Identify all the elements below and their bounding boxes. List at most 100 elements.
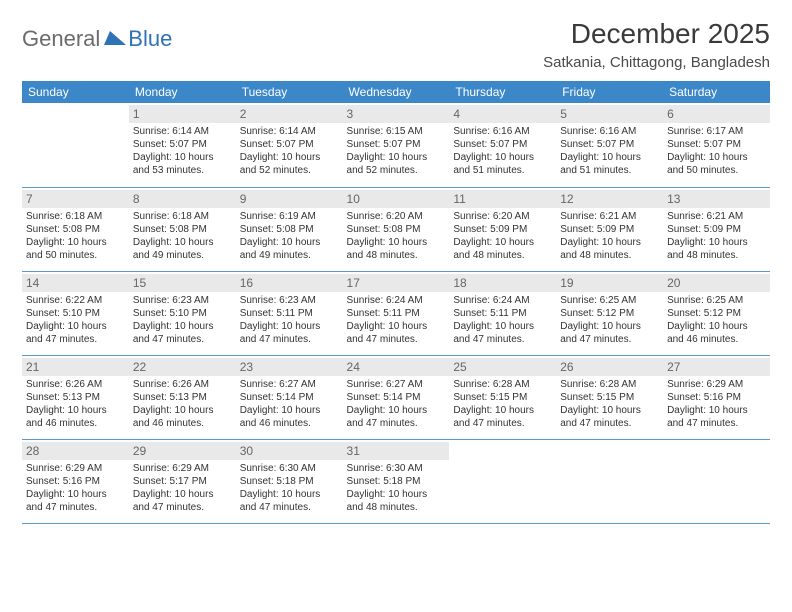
day-number: 23 [236, 358, 343, 376]
sunrise-text: Sunrise: 6:21 AM [667, 210, 766, 223]
calendar-cell: 30Sunrise: 6:30 AMSunset: 5:18 PMDayligh… [236, 439, 343, 523]
daylight-text: Daylight: 10 hours and 47 minutes. [560, 320, 659, 346]
daylight-text: Daylight: 10 hours and 47 minutes. [667, 404, 766, 430]
day-info: Sunrise: 6:30 AMSunset: 5:18 PMDaylight:… [240, 462, 339, 514]
sunset-text: Sunset: 5:15 PM [560, 391, 659, 404]
sunrise-text: Sunrise: 6:19 AM [240, 210, 339, 223]
day-info: Sunrise: 6:25 AMSunset: 5:12 PMDaylight:… [560, 294, 659, 346]
calendar-cell: 27Sunrise: 6:29 AMSunset: 5:16 PMDayligh… [663, 355, 770, 439]
sunset-text: Sunset: 5:09 PM [560, 223, 659, 236]
col-wednesday: Wednesday [343, 81, 450, 103]
day-number: 2 [236, 105, 343, 123]
day-info: Sunrise: 6:17 AMSunset: 5:07 PMDaylight:… [667, 125, 766, 177]
sunrise-text: Sunrise: 6:28 AM [560, 378, 659, 391]
day-number: 4 [449, 105, 556, 123]
sunrise-text: Sunrise: 6:29 AM [667, 378, 766, 391]
col-tuesday: Tuesday [236, 81, 343, 103]
calendar-cell: 13Sunrise: 6:21 AMSunset: 5:09 PMDayligh… [663, 187, 770, 271]
day-number: 25 [449, 358, 556, 376]
sunset-text: Sunset: 5:12 PM [560, 307, 659, 320]
sunset-text: Sunset: 5:08 PM [26, 223, 125, 236]
sunrise-text: Sunrise: 6:20 AM [453, 210, 552, 223]
sunset-text: Sunset: 5:16 PM [667, 391, 766, 404]
calendar-cell: 18Sunrise: 6:24 AMSunset: 5:11 PMDayligh… [449, 271, 556, 355]
calendar-cell: 20 Sunrise: 6:25 AMSunset: 5:12 PMDayligh… [663, 271, 770, 355]
daylight-text: Daylight: 10 hours and 50 minutes. [26, 236, 125, 262]
sunrise-text: Sunrise: 6:30 AM [240, 462, 339, 475]
calendar-cell: 23Sunrise: 6:27 AMSunset: 5:14 PMDayligh… [236, 355, 343, 439]
calendar-cell: 28Sunrise: 6:29 AMSunset: 5:16 PMDayligh… [22, 439, 129, 523]
day-number: 3 [343, 105, 450, 123]
calendar-cell: 22Sunrise: 6:26 AMSunset: 5:13 PMDayligh… [129, 355, 236, 439]
calendar-week-row: 21Sunrise: 6:26 AMSunset: 5:13 PMDayligh… [22, 355, 770, 439]
sunset-text: Sunset: 5:14 PM [240, 391, 339, 404]
calendar-cell [22, 103, 129, 187]
daylight-text: Daylight: 10 hours and 47 minutes. [453, 320, 552, 346]
day-info: Sunrise: 6:19 AMSunset: 5:08 PMDaylight:… [240, 210, 339, 262]
daylight-text: Daylight: 10 hours and 52 minutes. [347, 151, 446, 177]
day-info: Sunrise: 6:30 AMSunset: 5:18 PMDaylight:… [347, 462, 446, 514]
day-info: Sunrise: 6:20 AMSunset: 5:09 PMDaylight:… [453, 210, 552, 262]
sunrise-text: Sunrise: 6:25 AM [560, 294, 659, 307]
calendar-cell: 31Sunrise: 6:30 AMSunset: 5:18 PMDayligh… [343, 439, 450, 523]
sunset-text: Sunset: 5:08 PM [133, 223, 232, 236]
day-number: 17 [343, 274, 450, 292]
day-info: Sunrise: 6:22 AMSunset: 5:10 PMDaylight:… [26, 294, 125, 346]
page-header: General Blue December 2025 Satkania, Chi… [22, 18, 770, 71]
sunrise-text: Sunrise: 6:23 AM [133, 294, 232, 307]
day-info: Sunrise: 6:16 AMSunset: 5:07 PMDaylight:… [560, 125, 659, 177]
day-number: 24 [343, 358, 450, 376]
calendar-cell: 12Sunrise: 6:21 AMSunset: 5:09 PMDayligh… [556, 187, 663, 271]
daylight-text: Daylight: 10 hours and 49 minutes. [133, 236, 232, 262]
day-number: 5 [556, 105, 663, 123]
daylight-text: Daylight: 10 hours and 46 minutes. [667, 320, 766, 346]
day-info: Sunrise: 6:24 AMSunset: 5:11 PMDaylight:… [453, 294, 552, 346]
title-block: December 2025 Satkania, Chittagong, Bang… [543, 18, 770, 71]
day-info: Sunrise: 6:21 AMSunset: 5:09 PMDaylight:… [667, 210, 766, 262]
calendar-cell: 4Sunrise: 6:16 AMSunset: 5:07 PMDaylight… [449, 103, 556, 187]
day-number: 19 [556, 274, 663, 292]
day-info: Sunrise: 6:23 AMSunset: 5:10 PMDaylight:… [133, 294, 232, 346]
sunset-text: Sunset: 5:09 PM [453, 223, 552, 236]
sunset-text: Sunset: 5:18 PM [347, 475, 446, 488]
sunrise-text: Sunrise: 6:20 AM [347, 210, 446, 223]
brand-logo: General Blue [22, 18, 172, 52]
sunrise-text: Sunrise: 6:25 AM [667, 294, 766, 307]
day-info: Sunrise: 6:25 AMSunset: 5:12 PMDaylight:… [667, 294, 766, 346]
day-number: 10 [343, 190, 450, 208]
sunrise-text: Sunrise: 6:21 AM [560, 210, 659, 223]
day-info: Sunrise: 6:20 AMSunset: 5:08 PMDaylight:… [347, 210, 446, 262]
sunrise-text: Sunrise: 6:24 AM [347, 294, 446, 307]
calendar-cell: 24Sunrise: 6:27 AMSunset: 5:14 PMDayligh… [343, 355, 450, 439]
sunset-text: Sunset: 5:07 PM [347, 138, 446, 151]
calendar-table: Sunday Monday Tuesday Wednesday Thursday… [22, 81, 770, 524]
sunset-text: Sunset: 5:12 PM [667, 307, 766, 320]
sunset-text: Sunset: 5:08 PM [240, 223, 339, 236]
calendar-cell: 17 Sunrise: 6:24 AMSunset: 5:11 PMDayligh… [343, 271, 450, 355]
day-number: 20 [663, 274, 770, 292]
day-info: Sunrise: 6:29 AMSunset: 5:16 PMDaylight:… [667, 378, 766, 430]
day-number: 9 [236, 190, 343, 208]
daylight-text: Daylight: 10 hours and 47 minutes. [240, 488, 339, 514]
daylight-text: Daylight: 10 hours and 48 minutes. [667, 236, 766, 262]
sunset-text: Sunset: 5:11 PM [347, 307, 446, 320]
daylight-text: Daylight: 10 hours and 48 minutes. [347, 236, 446, 262]
day-info: Sunrise: 6:24 AMSunset: 5:11 PMDaylight:… [347, 294, 446, 346]
sunrise-text: Sunrise: 6:29 AM [26, 462, 125, 475]
day-number: 26 [556, 358, 663, 376]
sunset-text: Sunset: 5:10 PM [133, 307, 232, 320]
sunset-text: Sunset: 5:07 PM [133, 138, 232, 151]
calendar-cell: 1Sunrise: 6:14 AMSunset: 5:07 PMDaylight… [129, 103, 236, 187]
day-info: Sunrise: 6:26 AMSunset: 5:13 PMDaylight:… [26, 378, 125, 430]
calendar-week-row: 1Sunrise: 6:14 AMSunset: 5:07 PMDaylight… [22, 103, 770, 187]
calendar-cell: 15Sunrise: 6:23 AMSunset: 5:10 PMDayligh… [129, 271, 236, 355]
calendar-cell: 2Sunrise: 6:14 AMSunset: 5:07 PMDaylight… [236, 103, 343, 187]
sunset-text: Sunset: 5:09 PM [667, 223, 766, 236]
daylight-text: Daylight: 10 hours and 48 minutes. [560, 236, 659, 262]
daylight-text: Daylight: 10 hours and 46 minutes. [26, 404, 125, 430]
calendar-cell: 19 Sunrise: 6:25 AMSunset: 5:12 PMDayligh… [556, 271, 663, 355]
sunset-text: Sunset: 5:16 PM [26, 475, 125, 488]
calendar-cell: 7Sunrise: 6:18 AMSunset: 5:08 PMDaylight… [22, 187, 129, 271]
col-sunday: Sunday [22, 81, 129, 103]
calendar-cell: 5 Sunrise: 6:16 AMSunset: 5:07 PMDaylight… [556, 103, 663, 187]
